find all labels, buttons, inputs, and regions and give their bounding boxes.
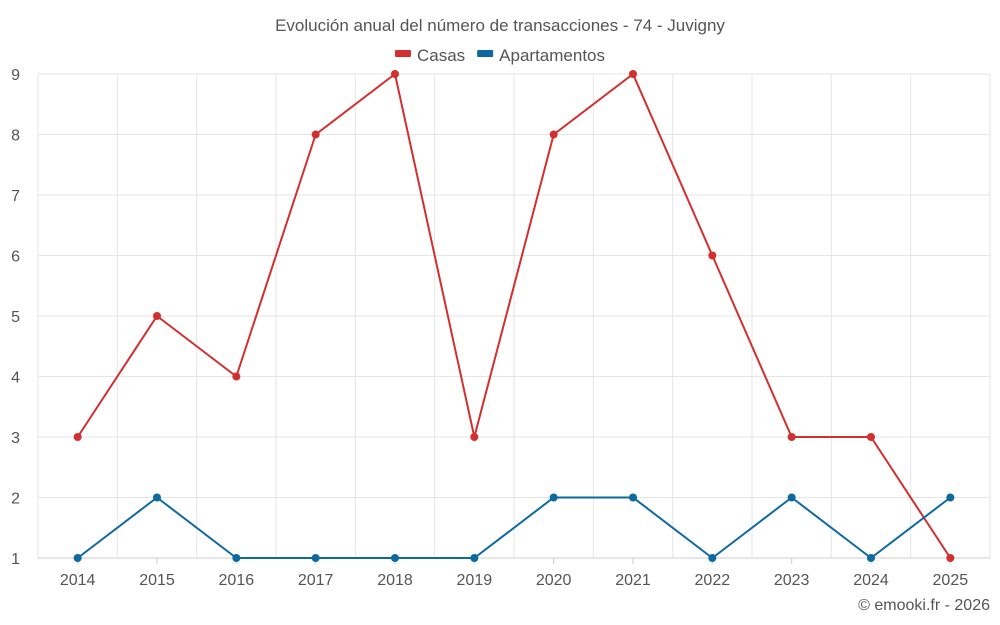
data-point-apartamentos-2024 bbox=[867, 554, 875, 562]
x-tick-label: 2022 bbox=[695, 572, 731, 589]
legend-label-apartamentos: Apartamentos bbox=[499, 46, 605, 65]
credit-text: © emooki.fr - 2026 bbox=[858, 597, 990, 614]
chart-title: Evolución anual del número de transaccio… bbox=[275, 16, 725, 35]
y-tick-label: 5 bbox=[11, 309, 20, 326]
data-point-casas-2024 bbox=[867, 433, 875, 441]
data-point-casas-2019 bbox=[470, 433, 479, 441]
x-tick-label: 2024 bbox=[853, 572, 889, 589]
legend-label-casas: Casas bbox=[417, 46, 465, 65]
y-tick-label: 1 bbox=[11, 551, 20, 568]
grid bbox=[37, 73, 991, 558]
data-point-apartamentos-2017 bbox=[311, 554, 320, 562]
x-tick-label: 2014 bbox=[60, 572, 96, 589]
y-tick-label: 2 bbox=[11, 491, 20, 508]
data-point-casas-2016 bbox=[232, 372, 241, 381]
data-point-casas-2014 bbox=[73, 433, 82, 441]
data-point-apartamentos-2018 bbox=[391, 554, 399, 562]
x-tick-label: 2018 bbox=[377, 572, 413, 589]
series-line-casas bbox=[76, 73, 952, 559]
x-tick-label: 2016 bbox=[219, 572, 255, 589]
x-tick-label: 2023 bbox=[774, 572, 810, 589]
axes: 1 2 3 4 5 6 7 8 9 2014 2015 2016 2017 2018 2019 2020 202… bbox=[11, 67, 990, 589]
y-tick-label: 4 bbox=[11, 370, 20, 387]
y-tick-label: 9 bbox=[11, 67, 20, 84]
data-point-apartamentos-2023 bbox=[787, 493, 796, 502]
x-tick-label: 2017 bbox=[298, 572, 334, 589]
legend-swatch-casas bbox=[394, 50, 411, 57]
data-point-casas-2023 bbox=[787, 433, 796, 441]
data-point-apartamentos-2014 bbox=[73, 554, 82, 562]
data-point-casas-2017 bbox=[311, 130, 320, 139]
y-tick-label: 8 bbox=[11, 128, 20, 145]
data-point-apartamentos-2025 bbox=[946, 493, 955, 502]
legend: Casas Apartamentos bbox=[394, 46, 605, 65]
y-tick-label: 6 bbox=[11, 249, 20, 266]
legend-swatch-apartamentos bbox=[477, 50, 494, 57]
x-tick-label: 2019 bbox=[457, 572, 493, 589]
data-point-apartamentos-2021 bbox=[629, 493, 637, 502]
x-tick-label: 2015 bbox=[139, 572, 175, 589]
series-casas bbox=[73, 70, 955, 562]
data-point-casas-2015 bbox=[153, 312, 161, 320]
x-tick-label: 2021 bbox=[615, 572, 651, 589]
x-tick-label: 2025 bbox=[933, 572, 969, 589]
series-layer bbox=[73, 70, 955, 562]
data-point-casas-2025 bbox=[946, 554, 955, 562]
data-point-apartamentos-2019 bbox=[470, 554, 479, 562]
x-tick-label: 2020 bbox=[536, 572, 572, 589]
y-tick-label: 7 bbox=[11, 188, 20, 205]
data-point-casas-2021 bbox=[629, 70, 637, 78]
data-point-apartamentos-2015 bbox=[153, 493, 161, 502]
data-point-apartamentos-2022 bbox=[708, 554, 717, 562]
data-point-apartamentos-2020 bbox=[549, 493, 558, 502]
series-line-apartamentos bbox=[77, 496, 951, 559]
data-point-casas-2020 bbox=[549, 130, 558, 139]
data-point-apartamentos-2016 bbox=[232, 554, 241, 562]
data-point-casas-2018 bbox=[391, 70, 399, 78]
data-point-casas-2022 bbox=[708, 251, 717, 260]
series-apartamentos bbox=[73, 493, 955, 562]
y-tick-label: 3 bbox=[11, 430, 20, 447]
